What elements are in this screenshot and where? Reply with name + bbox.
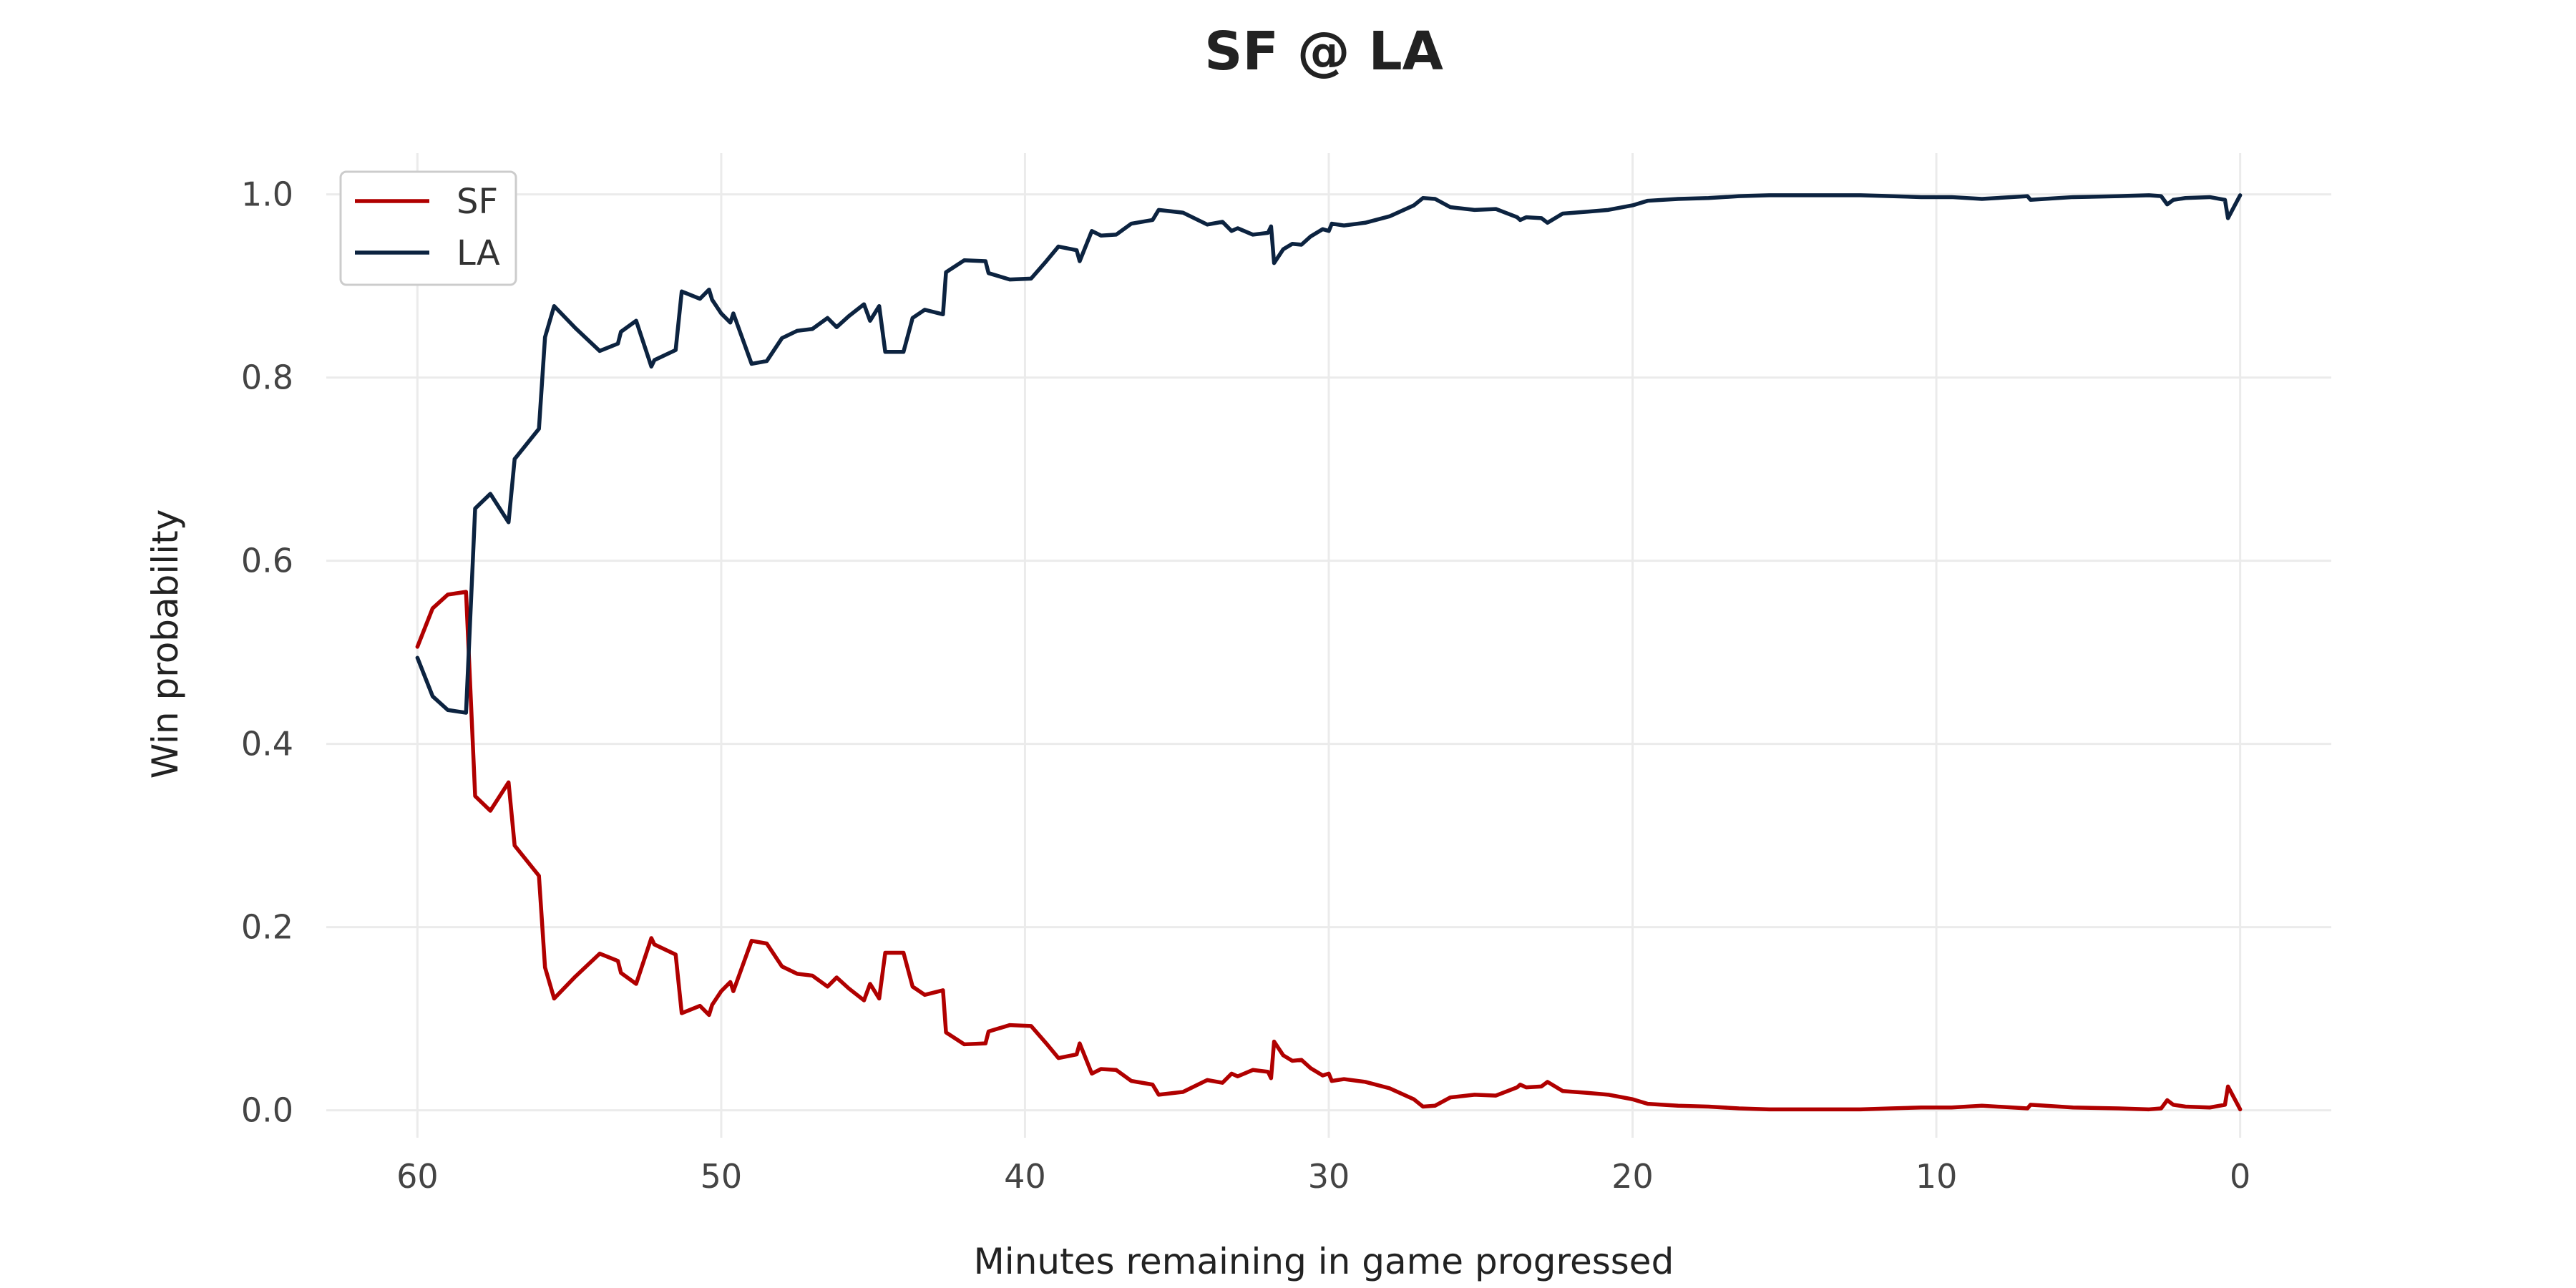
x-tick-label: 50	[701, 1157, 743, 1196]
y-tick-label: 0.8	[241, 358, 293, 397]
legend: SF LA	[339, 170, 517, 286]
grid-lines	[326, 153, 2331, 1138]
y-tick-label: 0.4	[241, 725, 293, 763]
y-axis-label: Win probability	[145, 509, 186, 779]
x-tick-label: 30	[1308, 1157, 1350, 1196]
legend-label-sf: SF	[457, 182, 498, 222]
axis-tick-labels: 60 50 40 30 20 10 0 0.0 0.2 0.4 0.6 0.8 1.0	[241, 175, 2250, 1196]
y-tick-label: 1.0	[241, 175, 293, 214]
series-line-la	[415, 193, 2243, 715]
chart-title: SF @ LA	[1204, 21, 1443, 82]
x-tick-label: 20	[1611, 1157, 1654, 1196]
x-tick-label: 10	[1916, 1157, 1958, 1196]
y-tick-label: 0.0	[241, 1091, 293, 1130]
x-tick-label: 0	[2230, 1157, 2250, 1196]
y-tick-label: 0.2	[241, 908, 293, 947]
series-line-sf	[415, 590, 2243, 1112]
x-axis-label: Minutes remaining in game progressed	[974, 1241, 1674, 1282]
y-tick-label: 0.6	[241, 542, 293, 580]
x-tick-label: 60	[396, 1157, 439, 1196]
legend-label-la: LA	[457, 233, 500, 273]
series-lines	[415, 193, 2243, 1112]
x-tick-label: 40	[1004, 1157, 1046, 1196]
